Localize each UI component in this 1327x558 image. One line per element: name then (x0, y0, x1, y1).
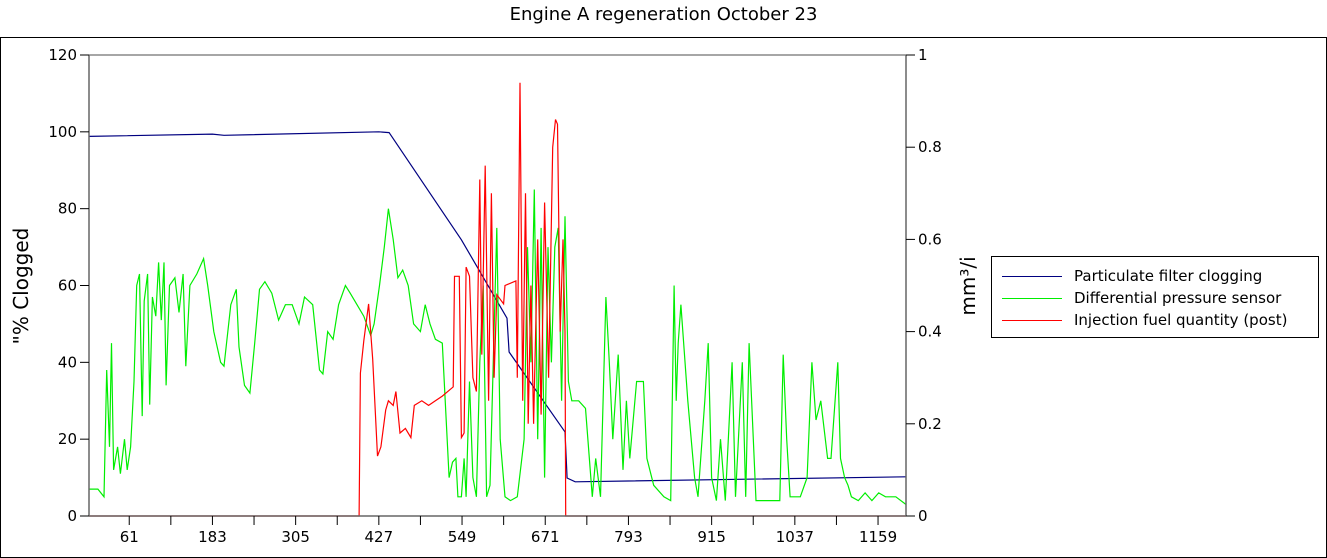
legend-item-injection: Injection fuel quantity (post) (1002, 310, 1287, 330)
y-tick-label: 60 (58, 277, 77, 295)
chart-title: Engine A regeneration October 23 (509, 4, 818, 25)
y-tick-label: 100 (48, 123, 77, 141)
legend: Particulate filter clogging Differential… (991, 256, 1319, 338)
y2-tick-label: 0.6 (918, 230, 942, 248)
x-tick-label: 793 (614, 528, 643, 546)
legend-label: Differential pressure sensor (1074, 289, 1282, 307)
y-tick-label: 40 (58, 353, 77, 371)
x-tick-label: 305 (281, 528, 310, 546)
x-tick-label: 61 (120, 528, 139, 546)
y2-tick-label: 0.4 (918, 323, 942, 341)
x-tick-label: 1037 (776, 528, 814, 546)
y2-tick-label: 0.8 (918, 138, 942, 156)
x-tick-label: 671 (531, 528, 560, 546)
y-tick-label: 80 (58, 200, 77, 218)
y2-axis-label: mm³/i (956, 256, 980, 315)
y2-tick-label: 1 (918, 46, 928, 64)
legend-item-clogging: Particulate filter clogging (1002, 266, 1262, 286)
series-line-0 (88, 131, 907, 483)
legend-label: Particulate filter clogging (1074, 267, 1263, 285)
x-tick-label: 549 (448, 528, 477, 546)
legend-swatch (1002, 297, 1062, 299)
x-tick-label: 183 (198, 528, 227, 546)
y2-tick-label: 0 (918, 507, 928, 525)
legend-label: Injection fuel quantity (post) (1074, 311, 1288, 329)
series-line-2 (89, 82, 906, 517)
legend-swatch (1002, 275, 1062, 277)
y2-tick-label: 0.2 (918, 415, 942, 433)
legend-item-pressure: Differential pressure sensor (1002, 288, 1281, 308)
x-tick-label: 427 (365, 528, 394, 546)
y-tick-label: 120 (48, 46, 77, 64)
y-tick-label: 0 (67, 507, 77, 525)
y-tick-label: 20 (58, 430, 77, 448)
series-line-1 (89, 189, 907, 505)
x-tick-label: 915 (697, 528, 726, 546)
legend-swatch (1002, 319, 1062, 321)
y-axis-label: "% Clogged (9, 228, 33, 345)
x-tick-label: 1159 (859, 528, 897, 546)
